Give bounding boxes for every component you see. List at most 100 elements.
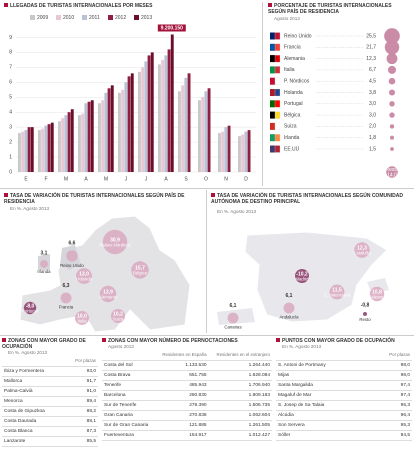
value-cell: 98,0	[367, 360, 412, 371]
separator	[206, 190, 207, 333]
header-cell: Por plazas	[367, 349, 412, 361]
bubble	[389, 101, 395, 107]
flag	[274, 32, 281, 40]
value-label: 1,8	[369, 135, 376, 141]
bar	[144, 61, 148, 172]
x-tick-label: J	[145, 176, 148, 182]
category-label: Irlanda	[37, 269, 51, 274]
category-label: Canarias	[224, 325, 241, 330]
category-label: Bélgica	[284, 112, 301, 118]
value-cell: 1.133.530	[155, 360, 209, 371]
value-label: 4,5	[369, 79, 376, 85]
label-cell: Santa Margalida	[276, 380, 368, 391]
bubble	[99, 285, 117, 303]
value-label: 14,0	[387, 172, 397, 178]
label-cell: Ibiza y Formentera	[2, 366, 64, 377]
x-tick-label: S	[184, 176, 188, 182]
table-block: PUNTOS CON MAYOR GRADO DE OCUPACIÓN En %.…	[276, 338, 412, 441]
legend-label: 2012	[115, 15, 126, 21]
bubble	[389, 112, 395, 118]
bubble	[386, 53, 398, 65]
value-cell: 95,3	[367, 400, 412, 411]
table-subtitle: En %. Agosto 2013	[282, 344, 322, 349]
table: Por plazas Ibiza y Formentera 93,0 Mallorca…	[2, 355, 98, 447]
category-label: C. Valenciana	[324, 293, 351, 298]
bubble	[75, 311, 89, 325]
bubble	[102, 229, 128, 255]
bar	[247, 130, 251, 172]
value-cell: 94,5	[367, 430, 412, 441]
value-cell: 154.917	[155, 430, 209, 441]
label-cell: Costa Blanca	[2, 426, 64, 437]
label-cell: Mijas	[276, 370, 368, 381]
value-cell: 1.628.084	[208, 370, 272, 381]
bar	[38, 130, 41, 172]
table-row: Palma-Calvià 91,0	[2, 386, 98, 397]
flag	[270, 134, 275, 142]
bar	[24, 130, 28, 172]
bubble	[389, 124, 395, 129]
y-tick-label: 8	[9, 50, 12, 56]
category-label: Baleares	[369, 295, 386, 300]
flag	[274, 134, 281, 142]
value-label: 1,5	[369, 146, 376, 152]
bar	[127, 76, 131, 172]
header-cell	[2, 355, 64, 367]
chart-subtitle: En %. Agosto 2013	[217, 209, 257, 214]
category-label: Cataluña	[353, 251, 371, 256]
legend-label: 2009	[37, 15, 48, 21]
category-label: Madrid	[295, 277, 309, 282]
category-label: Reino Unido	[60, 263, 84, 268]
label-cell: Son Servera	[276, 420, 368, 431]
value-label: 6,3	[63, 283, 70, 289]
table-row: Costa Daurada 88,1	[2, 416, 98, 427]
bar	[18, 133, 21, 172]
y-tick-label: 1	[9, 154, 12, 160]
value-cell: 651.755	[155, 370, 209, 381]
bar	[170, 34, 174, 173]
table-row: S. Antoni de Portmany 98,0	[276, 360, 412, 371]
bar	[67, 112, 71, 172]
bar	[107, 88, 111, 172]
separator	[262, 2, 263, 186]
x-tick-label: M	[64, 176, 68, 182]
flag	[270, 122, 275, 130]
table-row: Sur de Tenerife 279.390 1.506.735	[102, 400, 272, 411]
bubble	[110, 308, 126, 324]
flag	[270, 100, 275, 108]
bar	[101, 100, 105, 172]
bar	[47, 124, 51, 172]
label-cell: Sur de Tenerife	[102, 400, 156, 411]
x-tick-label: J	[125, 176, 128, 182]
label-cell: Barcelona	[102, 390, 156, 401]
table-block: ZONAS CON MAYOR GRADO DE OCUPACIÓN En %. …	[2, 338, 98, 447]
value-cell: 121.885	[155, 420, 209, 431]
x-tick-label: N	[224, 176, 228, 182]
legend-swatch	[134, 15, 139, 20]
flag	[270, 89, 275, 96]
bubble	[369, 286, 385, 302]
table-row: Costa del Sol 1.133.530 1.264.440	[102, 360, 272, 371]
bar	[58, 121, 61, 172]
bar	[87, 101, 91, 172]
category-label: Portugal	[284, 101, 303, 107]
bar	[64, 115, 68, 172]
x-tick-label: D	[244, 176, 248, 182]
category-label: Portugal	[22, 309, 38, 314]
table-row: Costa de Gipuzkoa 88,2	[2, 406, 98, 417]
table: Residentes en España Residentes en el ext…	[102, 349, 272, 441]
value-label: 6,7	[369, 67, 376, 73]
separator	[0, 188, 414, 189]
value-label: 10,2	[113, 311, 123, 317]
header-cell: Por plazas	[63, 355, 98, 367]
label-cell: Costa Brava	[102, 370, 156, 381]
value-label: -0,8	[361, 302, 370, 308]
header-cell	[102, 349, 156, 361]
x-tick-label: A	[84, 176, 88, 182]
x-tick-label: E	[24, 176, 28, 182]
bar	[201, 97, 205, 172]
table: Por plazas S. Antoni de Portmany 98,0 Mijas…	[276, 349, 412, 441]
header-cell: Residentes en España	[155, 349, 209, 361]
table-title: PUNTOS CON MAYOR GRADO DE OCUPACIÓN	[276, 338, 412, 344]
